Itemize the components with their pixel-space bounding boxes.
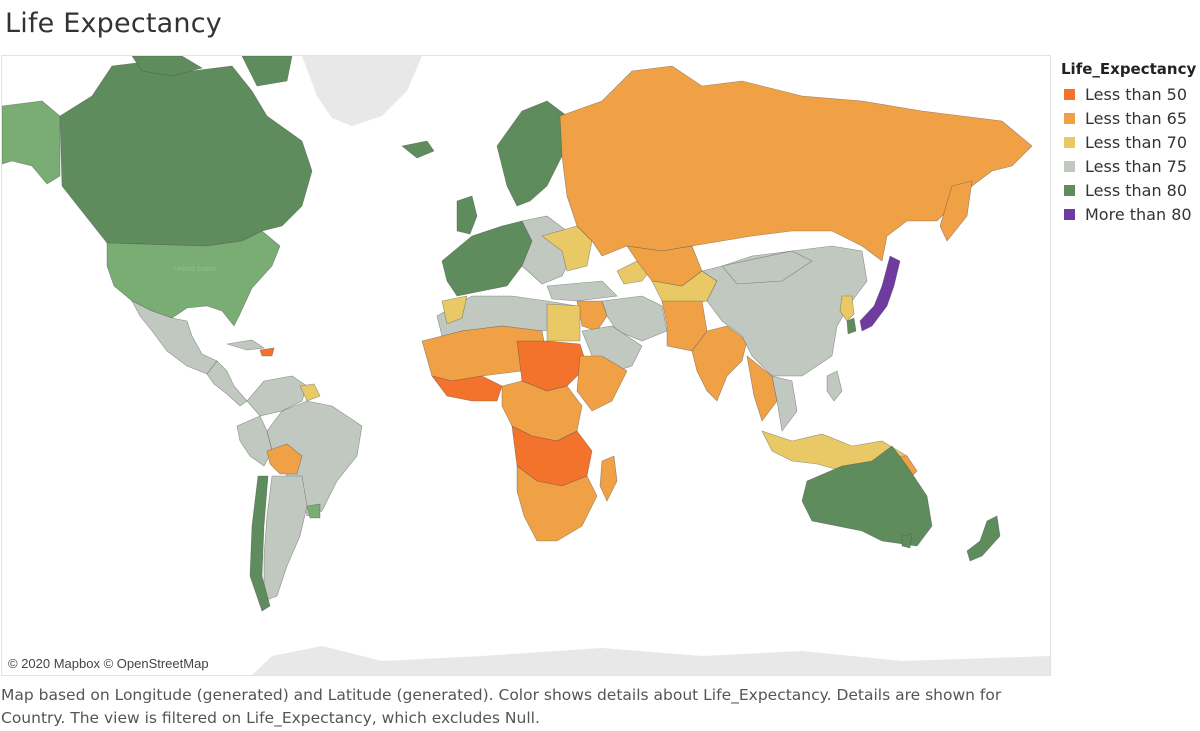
legend-item-less-than-70[interactable]: Less than 70	[1061, 130, 1199, 154]
legend-item-less-than-65[interactable]: Less than 65	[1061, 106, 1199, 130]
cuba-island[interactable]	[226, 339, 265, 351]
canada-islands[interactable]	[131, 56, 293, 87]
tasmania-island[interactable]	[901, 533, 913, 549]
morocco-region[interactable]	[441, 295, 468, 325]
legend-label: Less than 75	[1085, 156, 1188, 176]
legend-swatch	[1064, 112, 1075, 124]
central-america-region[interactable]	[206, 360, 248, 407]
haiti-island[interactable]	[259, 347, 275, 357]
argentina-region[interactable]	[263, 475, 308, 602]
japan-island[interactable]	[859, 255, 901, 332]
bolivia-region[interactable]	[266, 443, 303, 475]
australia-region[interactable]	[801, 445, 933, 547]
chile-region[interactable]	[249, 475, 271, 612]
alaska-region[interactable]	[2, 100, 61, 185]
myanmar-laos-region[interactable]	[746, 355, 778, 422]
iran-region[interactable]	[601, 295, 668, 342]
iraq-syria-region[interactable]	[576, 300, 608, 332]
legend-label: Less than 50	[1085, 84, 1188, 104]
legend-label: Less than 70	[1085, 132, 1188, 152]
legend: Life_Expectancy Less than 50 Less than 6…	[1061, 60, 1199, 226]
united-states-region[interactable]	[106, 230, 281, 327]
horn-africa-region[interactable]	[576, 355, 628, 412]
legend-label: Less than 80	[1085, 180, 1188, 200]
thailand-vietnam-region[interactable]	[771, 375, 798, 432]
west-africa-region[interactable]	[431, 375, 503, 402]
legend-swatch	[1064, 184, 1075, 196]
map-view[interactable]: United States	[1, 55, 1051, 676]
legend-item-less-than-50[interactable]: Less than 50	[1061, 82, 1199, 106]
legend-item-more-than-80[interactable]: More than 80	[1061, 202, 1199, 226]
peru-region[interactable]	[236, 415, 273, 467]
uk-island[interactable]	[456, 195, 478, 235]
western-europe-region[interactable]	[441, 220, 533, 297]
map-attribution: © 2020 Mapbox © OpenStreetMap	[8, 656, 209, 671]
legend-swatch	[1064, 208, 1075, 220]
page-title: Life Expectancy	[5, 8, 222, 39]
legend-item-less-than-80[interactable]: Less than 80	[1061, 178, 1199, 202]
kamchatka-region[interactable]	[939, 180, 973, 242]
legend-swatch	[1064, 136, 1075, 148]
india-region[interactable]	[691, 325, 748, 402]
south-korea-region[interactable]	[846, 317, 857, 335]
legend-swatch	[1064, 160, 1075, 172]
greenland-basemap	[302, 56, 422, 126]
legend-label: More than 80	[1085, 204, 1192, 224]
philippines-island[interactable]	[826, 370, 843, 402]
egypt-region[interactable]	[546, 303, 581, 342]
uruguay-region[interactable]	[306, 503, 321, 519]
madagascar-island[interactable]	[599, 455, 618, 502]
world-map[interactable]: United States	[2, 56, 1050, 675]
southern-africa-region[interactable]	[516, 465, 598, 542]
legend-swatch	[1064, 88, 1075, 100]
mongolia-region[interactable]	[721, 250, 813, 285]
guyana-region[interactable]	[299, 383, 321, 402]
legend-item-less-than-75[interactable]: Less than 75	[1061, 154, 1199, 178]
iceland-island[interactable]	[401, 140, 435, 159]
turkey-region[interactable]	[546, 280, 618, 302]
legend-title: Life_Expectancy	[1061, 60, 1197, 78]
us-map-label: United States	[174, 266, 217, 273]
scandinavia-region[interactable]	[496, 100, 568, 207]
legend-label: Less than 65	[1085, 108, 1188, 128]
russia-region[interactable]	[559, 65, 1033, 262]
new-zealand-island[interactable]	[966, 515, 1001, 562]
korea-region[interactable]	[839, 295, 855, 322]
antarctica-basemap	[252, 646, 1050, 675]
map-caption: Map based on Longitude (generated) and L…	[1, 686, 1002, 727]
canada-region[interactable]	[59, 60, 313, 247]
